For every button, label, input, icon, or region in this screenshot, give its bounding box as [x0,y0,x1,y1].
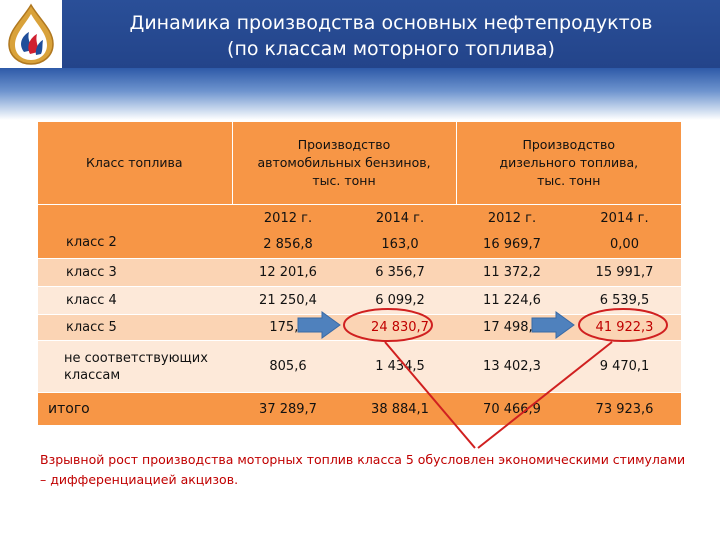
value-cell: 37 289,7 [232,392,344,425]
highlight-ellipse [343,308,433,342]
value-cell: 11 372,2 [456,258,568,286]
value: 6 539,5 [599,293,650,308]
year-header: 2014 г. [600,210,649,226]
pointer-line [384,341,476,449]
value: 163,0 [381,237,419,253]
year-header: 2014 г. [375,210,425,226]
logo [0,0,62,68]
value-cell: 2012 г. 16 969,7 [456,204,568,258]
value: 24 830,7 [371,320,429,335]
row-label-cell: не соответствующих классам [38,340,232,392]
drop-flame-logo-icon [8,3,54,65]
title-line-2: (по классам моторного топлива) [227,38,555,60]
value: 1 434,5 [375,359,425,374]
value-cell: 15 991,7 [568,258,681,286]
value-cell: 6 356,7 [344,258,456,286]
title-line-1: Динамика производства основных нефтепрод… [129,12,653,34]
value: 21 250,4 [259,293,317,308]
value: 175,3 [269,320,307,335]
value: 73 923,6 [595,401,654,417]
row-label: класс 2 [66,235,117,250]
value: 70 466,9 [483,401,541,417]
value: 11 224,6 [483,293,541,308]
header-gasoline: Производство автомобильных бензинов, тыс… [232,122,457,205]
row-label: класс 5 [66,320,117,335]
value-cell: 2014 г. 163,0 [344,204,456,258]
header-gradient-band [0,68,720,120]
arrow-right-icon [297,311,341,339]
value-cell: 9 470,1 [568,340,681,392]
value: 0,00 [610,237,639,253]
value-cell: 13 402,3 [456,340,568,392]
year-header: 2012 г. [487,210,537,226]
footer-note: Взрывной рост производства моторных топл… [40,452,686,487]
row-label-cell: класс 2 [38,204,232,258]
value-cell: 12 201,6 [232,258,344,286]
pointer-line [477,341,613,449]
page-title: Динамика производства основных нефтепрод… [62,10,720,62]
header-fuel-class: Класс топлива [38,122,233,205]
year-header: 2012 г. [263,210,313,226]
row-label: класс 4 [66,293,117,308]
value: 6 356,7 [375,265,425,280]
table-header-row: Класс топлива Производство автомобильных… [38,122,682,205]
production-table: Класс топлива Производство автомобильных… [38,122,682,205]
value: 12 201,6 [259,265,317,280]
value: 37 289,7 [259,401,317,417]
value-cell: 24 830,7 [344,314,456,340]
header-diesel: Производство дизельного топлива, тыс. то… [456,122,682,205]
header-diesel-label: Производство дизельного топлива, тыс. то… [499,137,639,189]
value-cell: 2014 г. 0,00 [568,204,681,258]
value: 41 922,3 [595,320,654,335]
value-cell: 2012 г. 2 856,8 [232,204,344,258]
header-bar [0,0,720,68]
value: 11 372,2 [483,265,541,280]
value: 17 498,1 [483,320,541,335]
value-cell: 73 923,6 [568,392,681,425]
value: 6 099,2 [375,293,425,308]
value: 9 470,1 [599,359,650,374]
row-label: не соответствующих классам [64,350,208,383]
value: 15 991,7 [595,265,654,280]
value-cell: 6 099,2 [344,286,456,314]
row-label-cell: класс 3 [38,258,232,286]
row-label: итого [48,401,90,417]
value: 13 402,3 [483,359,541,374]
value-cell: 805,6 [232,340,344,392]
value-cell: 70 466,9 [456,392,568,425]
value: 16 969,7 [483,237,541,253]
highlight-ellipse [578,308,668,342]
row-label-cell: класс 5 [38,314,232,340]
row-label-cell: класс 4 [38,286,232,314]
header-fuel-class-label: Класс топлива [86,155,183,171]
row-label-cell: итого [38,392,232,425]
header-gasoline-label: Производство автомобильных бензинов, тыс… [257,137,431,188]
row-label: класс 3 [66,265,117,280]
value-cell: 38 884,1 [344,392,456,425]
arrow-right-icon [531,311,575,339]
value: 805,6 [269,359,307,374]
value-cell: 21 250,4 [232,286,344,314]
value: 2 856,8 [263,237,313,253]
value-cell: 11 224,6 [456,286,568,314]
value: 38 884,1 [371,401,429,417]
